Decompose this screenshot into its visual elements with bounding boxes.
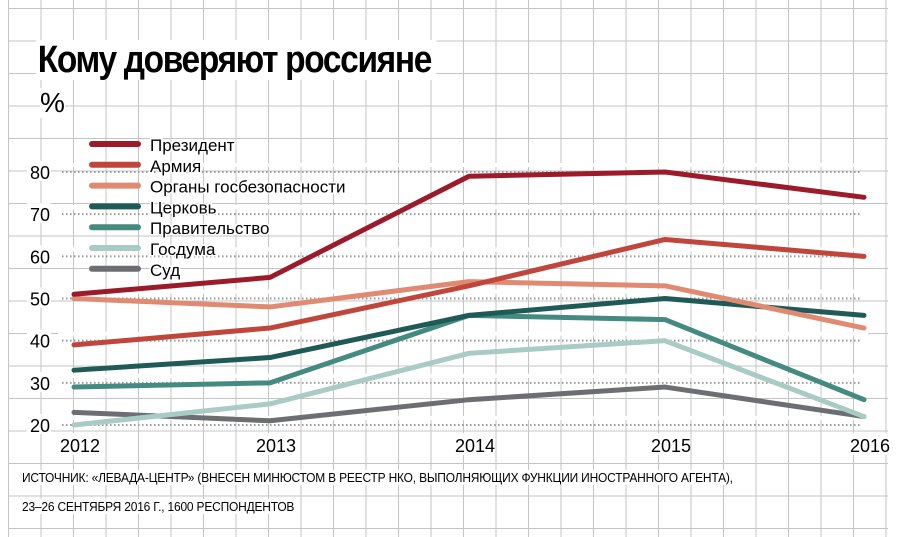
x-tick-label: 2012 (60, 436, 100, 456)
tick-bg (27, 329, 51, 350)
tick-bg (27, 414, 51, 434)
legend-label: Президент (150, 136, 235, 155)
tick-bg (27, 203, 51, 224)
tick-bg (246, 433, 294, 455)
legend-label: Церковь (150, 198, 217, 217)
legend-label: Армия (150, 157, 201, 176)
series-line-6 (71, 384, 867, 424)
tick-bg (27, 371, 51, 392)
y-tick-label: 70 (30, 205, 50, 225)
gridline-bg (58, 416, 868, 420)
tick-bg (641, 433, 689, 455)
tick-bg (50, 433, 98, 455)
series-line-2 (71, 279, 867, 331)
gridline-bg (58, 373, 868, 378)
tick-bg (27, 161, 51, 181)
gridline-bg (58, 289, 868, 294)
legend-label: Органы госбезопасности (150, 178, 346, 197)
y-tick-label: 40 (30, 332, 50, 352)
chart-title: Кому доверяют россияне (36, 40, 437, 80)
source-line-2: 23–26 СЕНТЯБРЯ 2016 Г., 1600 РЕСПОНДЕНТО… (22, 499, 295, 514)
x-tick-label: 2014 (455, 436, 495, 456)
y-tick-label: 60 (30, 247, 50, 267)
y-tick-label: 20 (30, 416, 50, 436)
tick-bg (27, 245, 51, 266)
legend-label: Госдума (150, 240, 216, 259)
y-tick-label: 50 (30, 290, 50, 310)
gridline-bg (58, 205, 868, 210)
gridline-bg (58, 331, 868, 336)
x-tick-label: 2013 (256, 436, 296, 456)
legend-label: Правительство (150, 219, 270, 238)
y-tick-label: 80 (30, 163, 50, 183)
unit-label: % (40, 87, 65, 118)
source-line-1: ИСТОЧНИК: «ЛЕВАДА-ЦЕНТР» (ВНЕСЕН МИНЮСТО… (22, 470, 733, 485)
series-line-0 (71, 169, 867, 297)
tick-bg (27, 287, 51, 308)
legend-label: Суд (150, 261, 180, 280)
gridline-bg (58, 163, 868, 167)
tick-bg (445, 433, 493, 455)
series-line-4 (71, 312, 867, 403)
x-tick-label: 2016 (850, 436, 890, 456)
y-tick-label: 30 (30, 374, 50, 394)
series-line-5 (71, 338, 867, 428)
series-line-3 (71, 296, 867, 373)
tick-bg (840, 433, 888, 455)
series-line-1 (71, 236, 867, 348)
x-tick-label: 2015 (651, 436, 691, 456)
gridline-bg (58, 247, 868, 252)
